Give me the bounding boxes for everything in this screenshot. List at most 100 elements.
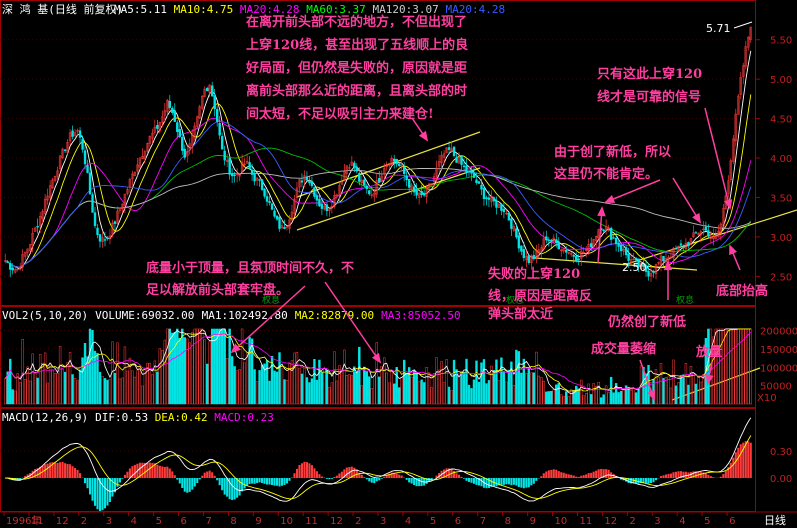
volume-bar xyxy=(73,377,77,405)
volume-bar xyxy=(293,352,296,405)
volume-bar xyxy=(91,330,94,405)
candle-body xyxy=(158,122,162,132)
volume-bar xyxy=(108,378,112,405)
candle-body xyxy=(679,243,683,246)
candle-body xyxy=(507,212,511,221)
candle-body xyxy=(315,195,319,201)
candle-body xyxy=(460,155,463,165)
annotation-line: 线才是可靠的信号 xyxy=(597,89,701,105)
volume-bar xyxy=(6,371,9,405)
candle-body xyxy=(375,180,378,195)
volume-bar xyxy=(604,385,608,405)
volume-bar xyxy=(368,376,371,405)
macd-series xyxy=(5,417,752,512)
candle-body xyxy=(41,211,44,219)
x-tick-label: 6 xyxy=(455,516,461,527)
candle-body xyxy=(629,259,633,263)
annotation-group-volume: 底量小于顶量，且氛顶时间不久，不 足以解放前头部套牢盘。 仍然创了新低 成交量萎… xyxy=(146,260,722,360)
candle-body xyxy=(46,195,49,201)
candle-body xyxy=(116,210,119,224)
candle-body xyxy=(210,85,214,97)
candle-body xyxy=(555,239,558,244)
volume-bar xyxy=(265,360,269,405)
volume-bar xyxy=(684,363,688,405)
x-tick-label: 7 xyxy=(480,516,486,527)
volume-bar xyxy=(632,388,635,405)
volume-bar xyxy=(547,391,550,405)
ma10-line xyxy=(5,94,752,269)
volume-bar xyxy=(146,362,149,405)
volume-bar xyxy=(206,363,209,405)
volume-bar xyxy=(370,388,373,405)
candle-body xyxy=(452,146,456,157)
volume-bar xyxy=(201,328,204,405)
volume-bar xyxy=(193,328,196,405)
candle-body xyxy=(96,227,99,235)
candle-body xyxy=(98,234,102,242)
volume-bar xyxy=(442,382,446,405)
candle-body xyxy=(747,36,750,48)
candle-body xyxy=(63,149,67,151)
x-tick-label: 4 xyxy=(131,516,137,527)
volume-bar xyxy=(178,337,181,405)
volume-bar xyxy=(250,338,254,405)
x-tick-label: 2 xyxy=(81,516,87,527)
volume-bar xyxy=(208,341,211,405)
candle-body xyxy=(290,211,294,221)
candle-body xyxy=(669,256,673,259)
candle-body xyxy=(253,172,256,182)
volume-bar xyxy=(315,379,319,405)
volume-bar xyxy=(46,382,49,405)
volume-bar xyxy=(447,386,451,405)
period-label: 日线 xyxy=(764,513,786,527)
volume-bar xyxy=(502,371,506,405)
candle-body xyxy=(53,175,57,181)
volume-bar xyxy=(298,367,301,405)
volume-bar xyxy=(153,360,157,405)
volume-bar xyxy=(273,370,276,405)
volume-bar xyxy=(400,377,403,405)
ma-legend-item: MA20:4.28 xyxy=(240,3,300,16)
candle-body xyxy=(732,138,735,162)
candle-body xyxy=(173,110,176,122)
candle-body xyxy=(73,132,77,136)
candle-body xyxy=(133,172,137,177)
candle-body xyxy=(535,249,538,258)
arrow-line xyxy=(672,177,701,223)
volume-bar xyxy=(637,387,640,405)
volume-bar xyxy=(535,351,538,405)
candle-body xyxy=(657,262,660,264)
candle-body xyxy=(699,231,703,236)
candle-body xyxy=(23,251,27,257)
volume-bar xyxy=(744,328,747,405)
candle-body xyxy=(402,166,406,175)
candle-body xyxy=(255,177,259,181)
volume-bar xyxy=(365,371,368,405)
volume-bar xyxy=(11,389,14,405)
candle-body xyxy=(348,167,351,169)
volume-bar xyxy=(689,366,693,405)
candle-body xyxy=(161,116,164,123)
candle-body xyxy=(273,210,276,217)
volume-bar xyxy=(76,380,79,405)
candle-body xyxy=(642,264,645,267)
volume-bar xyxy=(280,368,284,405)
volume-bar xyxy=(417,381,421,405)
volume-bar xyxy=(527,367,531,405)
candle-body xyxy=(308,180,311,184)
volume-bar xyxy=(156,371,159,405)
arrow-line xyxy=(231,285,306,353)
candle-body xyxy=(300,180,304,183)
candle-body xyxy=(148,135,152,144)
high-pointer-line xyxy=(733,21,753,29)
candle-body xyxy=(580,250,583,259)
macd-legend-item: DIF:0.53 xyxy=(95,411,148,424)
volume-bars xyxy=(4,328,752,405)
volume-bar xyxy=(338,365,341,405)
high-price-label: 5.71 xyxy=(706,22,731,35)
volume-bar xyxy=(116,342,119,405)
volume-bar xyxy=(659,363,663,405)
volume-bar xyxy=(63,371,67,405)
volume-bar xyxy=(717,328,720,405)
volume-bar xyxy=(308,382,311,405)
